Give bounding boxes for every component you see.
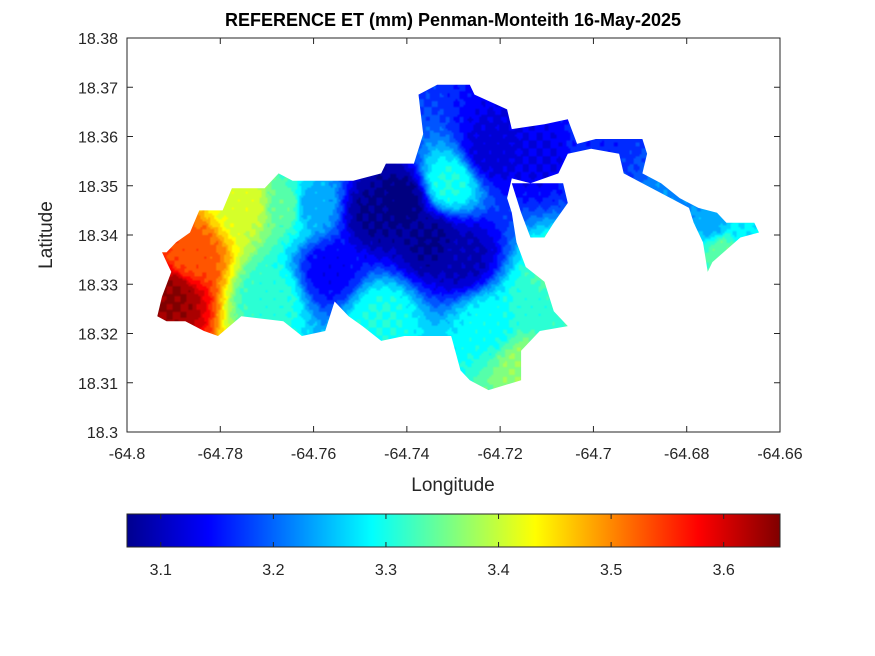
- x-tick-label: -64.74: [384, 446, 429, 463]
- x-tick-label: -64.7: [575, 446, 612, 463]
- x-tick-label: -64.78: [198, 446, 243, 463]
- y-axis-label: Latitude: [36, 201, 57, 269]
- x-tick-label: -64.8: [109, 446, 146, 463]
- y-tick-label: 18.36: [78, 130, 118, 147]
- colorbar-frame: [126, 513, 781, 548]
- colorbar-ticks: 3.1 3.2 3.3 3.4 3.5 3.6: [150, 514, 735, 579]
- x-tick-label: -64.76: [291, 446, 336, 463]
- x-tick-label: -64.68: [664, 446, 709, 463]
- chart-title: REFERENCE ET (mm) Penman-Monteith 16-May…: [225, 10, 681, 30]
- y-axis: 18.3 18.31 18.32 18.33 18.34 18.35 18.36 18.37 1…: [78, 31, 780, 442]
- colorbar-gradient: [127, 514, 780, 547]
- colorbar-tick-label: 3.5: [600, 562, 622, 579]
- colorbar-tick-label: 3.1: [150, 562, 172, 579]
- x-tick-label: -64.72: [477, 446, 522, 463]
- colorbar-tick-label: 3.4: [487, 562, 509, 579]
- y-tick-label: 18.37: [78, 80, 118, 97]
- y-tick-label: 18.32: [78, 327, 118, 344]
- colorbar-tick-label: 3.2: [262, 562, 284, 579]
- y-tick-label: 18.31: [78, 376, 118, 393]
- x-tick-label: -64.66: [757, 446, 802, 463]
- colorbar-tick-label: 3.3: [375, 562, 397, 579]
- y-tick-label: 18.35: [78, 179, 118, 196]
- y-tick-label: 18.3: [87, 425, 118, 442]
- y-tick-label: 18.34: [78, 228, 118, 245]
- y-tick-label: 18.33: [78, 277, 118, 294]
- colorbar: 3.1 3.2 3.3 3.4 3.5 3.6: [126, 513, 781, 579]
- colorbar-tick-label: 3.6: [713, 562, 735, 579]
- x-axis: -64.8 -64.78 -64.76 -64.74 -64.72 -64.7 -64.68…: [109, 38, 803, 463]
- x-axis-label: Longitude: [411, 475, 494, 496]
- y-tick-label: 18.38: [78, 31, 118, 48]
